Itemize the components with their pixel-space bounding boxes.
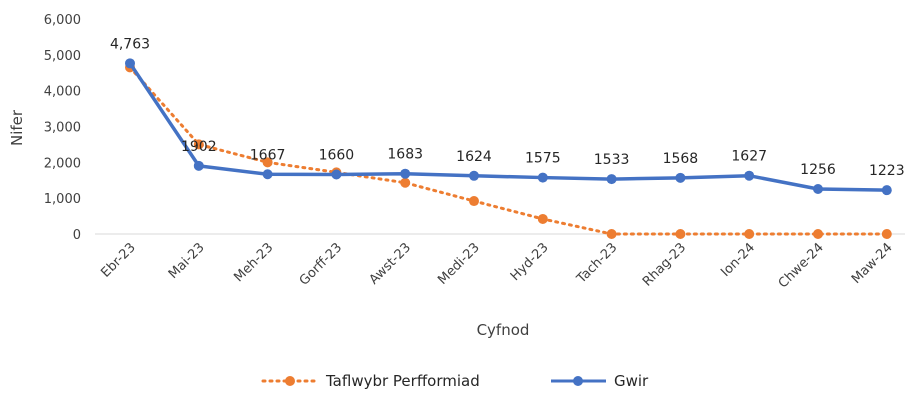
series-1-point [469, 170, 479, 181]
data-label: 1568 [663, 151, 699, 167]
data-label: 1660 [319, 148, 355, 164]
y-tick-label: 1,000 [44, 192, 81, 207]
y-tick-label: 0 [73, 228, 81, 243]
data-label: 1902 [181, 139, 217, 155]
x-tick-label: Gorff-23 [297, 240, 345, 288]
y-tick-label: 4,000 [44, 85, 81, 100]
x-tick-label: Medi-23 [435, 240, 483, 288]
x-tick-label: Tach-23 [573, 240, 620, 287]
series-1-point [125, 58, 135, 69]
series-0-point [193, 139, 204, 150]
legend-label-gwir: Gwir [614, 372, 649, 390]
series-0-point [813, 229, 823, 239]
y-tick-label: 3,000 [44, 121, 81, 136]
data-label: 4,763 [110, 36, 150, 52]
series-0-point [881, 229, 892, 239]
x-tick-label: Chwe-24 [776, 240, 827, 291]
x-axis-title: Cyfnod [477, 321, 530, 339]
legend: Taflwybr Perfformiad Gwir [261, 372, 649, 390]
data-label: 1223 [869, 163, 905, 179]
x-tick-label: Hyd-23 [508, 240, 552, 284]
series-line-0 [128, 65, 889, 236]
series-1-point [881, 185, 892, 196]
series-1-point [331, 169, 342, 180]
data-label: 1256 [800, 162, 836, 178]
y-axis-title: Nifer [8, 109, 26, 146]
data-labels-layer: 4,763 1902 1667 1660 1683 1624 1575 1533 1568 162… [110, 36, 905, 179]
legend-dot-taflwybr [285, 376, 295, 386]
data-label: 1667 [250, 147, 286, 163]
series-0-point [675, 229, 686, 239]
series-1-point [606, 174, 617, 185]
series-1-point [537, 172, 548, 183]
x-tick-label: Maw-24 [849, 240, 896, 287]
x-tick-label: Mai-23 [166, 240, 208, 282]
data-label: 1575 [525, 151, 561, 167]
x-tick-label: Awst-23 [367, 240, 414, 287]
data-label: 1683 [387, 147, 423, 163]
series-0-point [262, 157, 273, 168]
series-1-point [744, 170, 755, 181]
data-label: 1624 [456, 149, 492, 165]
y-tick-label: 6,000 [44, 13, 81, 28]
series-line-1 [128, 62, 887, 192]
x-tick-label: Meh-23 [231, 240, 276, 285]
x-tick-label: Rhag-23 [640, 240, 689, 289]
series-1-point [813, 183, 823, 194]
series-0-point [400, 177, 411, 188]
series-1-point [193, 160, 204, 171]
series-1-point [400, 168, 411, 179]
y-tick-label: 2,000 [44, 156, 81, 171]
series-1-point [262, 169, 273, 180]
series-0-point [744, 229, 755, 239]
x-axis-ticks: Ebr-23 Mai-23 Meh-23 Gorff-23 Awst-23 Medi-23… [98, 240, 895, 291]
x-tick-label: Ebr-23 [98, 240, 138, 280]
data-label: 1533 [594, 152, 630, 168]
data-label: 1627 [731, 149, 767, 165]
legend-dot-gwir [573, 376, 583, 386]
series-1-point [675, 172, 686, 183]
series-0-point [537, 213, 548, 224]
y-tick-label: 5,000 [44, 49, 81, 64]
series-0-point [469, 196, 479, 207]
legend-label-taflwybr: Taflwybr Perfformiad [325, 372, 480, 390]
x-tick-label: Ion-24 [718, 240, 758, 280]
series-0-point [606, 229, 617, 239]
series-layer [125, 58, 892, 239]
y-axis-ticks: 0 1,000 2,000 3,000 4,000 5,000 6,000 [44, 13, 81, 243]
